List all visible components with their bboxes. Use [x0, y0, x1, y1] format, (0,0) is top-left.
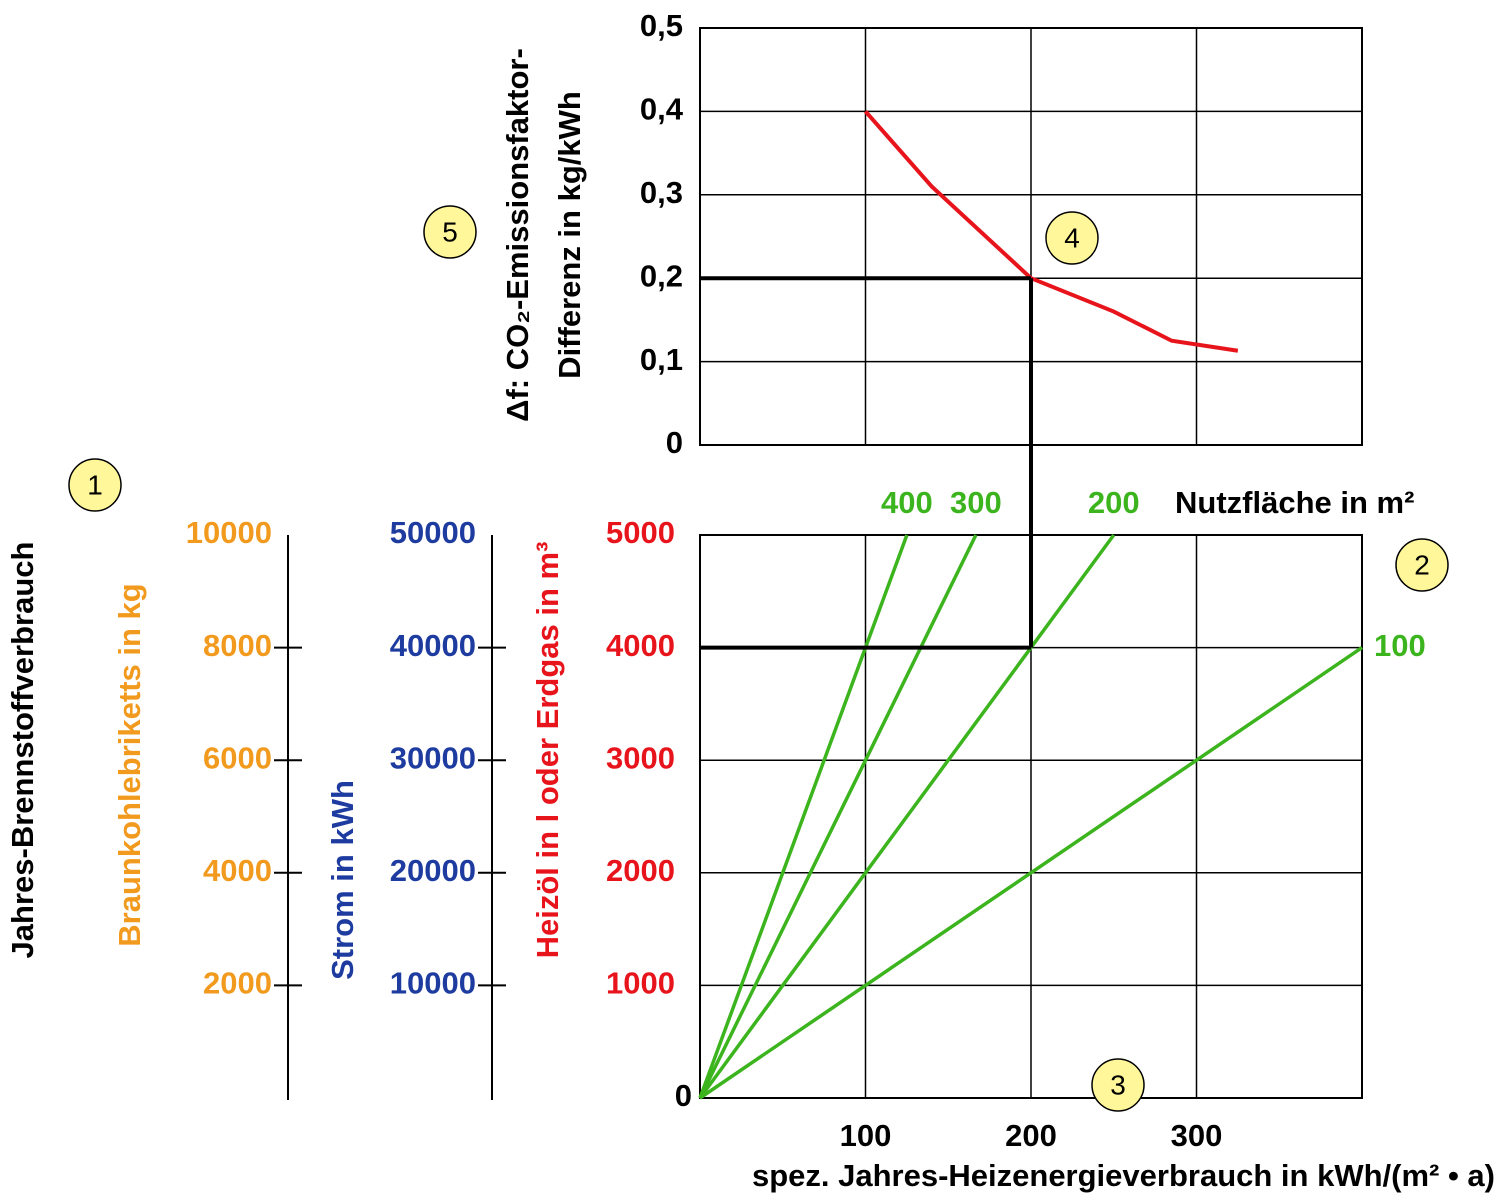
y-tick-label: 0,5 [640, 8, 683, 43]
area-line [698, 533, 1116, 1100]
y-tick-label: 0,1 [640, 342, 683, 377]
y-tick-label: 30000 [390, 740, 476, 775]
y-tick-label: 10000 [186, 515, 272, 550]
y-tick-label: 0 [666, 425, 683, 460]
callout [1045, 211, 1099, 265]
y-tick-label: 5000 [606, 515, 675, 550]
area-line [698, 534, 909, 1099]
y-tick-label: 8000 [203, 628, 272, 663]
area-line [698, 534, 978, 1099]
legend-label: 100 [1374, 628, 1426, 663]
y-tick-label: 2000 [203, 966, 272, 1001]
y-tick-label: 0 [675, 1078, 692, 1113]
y-tick-label: 0,3 [640, 175, 683, 210]
y-axis-label: Strom in kWh [325, 780, 360, 980]
area-line [699, 646, 1363, 1100]
y-tick-label: 20000 [390, 853, 476, 888]
callout-label: 4 [1064, 222, 1080, 253]
x-tick-label: 100 [840, 1118, 892, 1153]
y-tick-label: 2000 [606, 853, 675, 888]
y-tick-label: 3000 [606, 740, 675, 775]
x-axis-label: spez. Jahres-Heizenergieverbrauch in kWh… [752, 1158, 1495, 1193]
callout [1395, 538, 1449, 592]
y-tick-label: 10000 [390, 966, 476, 1001]
callout-label: 1 [87, 469, 103, 500]
callout-label: 3 [1110, 1069, 1126, 1100]
y-tick-label: 1000 [606, 966, 675, 1001]
y-tick-label: 50000 [390, 515, 476, 550]
x-tick-label: 200 [1005, 1118, 1057, 1153]
legend-label: 400 [881, 485, 933, 520]
y-tick-label: 0,4 [640, 92, 684, 127]
y-tick-label: 4000 [203, 853, 272, 888]
callout [423, 205, 477, 259]
callout [68, 458, 122, 512]
y-tick-label: 6000 [203, 740, 272, 775]
curve [864, 110, 1239, 353]
callout-label: 2 [1414, 549, 1430, 580]
y-tick-label: 4000 [606, 628, 675, 663]
x-tick-label: 300 [1171, 1118, 1223, 1153]
y-axis-label: Braunkohlebriketts in kg [112, 583, 147, 946]
y-axis-label: Δf: CO₂-Emissionsfaktor- [500, 48, 535, 422]
legend-title: Nutzfläche in m² [1175, 485, 1414, 520]
legend-label: 200 [1088, 485, 1140, 520]
y-axis-label: Differenz in kg/kWh [552, 91, 587, 379]
y-axis-label: Heizöl in l oder Erdgas in m³ [530, 542, 565, 959]
callout [1091, 1058, 1145, 1112]
callout-label: 5 [442, 216, 458, 247]
chart-title: Jahres-Brennstoffverbrauch [5, 542, 40, 959]
y-tick-label: 40000 [390, 628, 476, 663]
legend-label: 300 [950, 485, 1002, 520]
y-tick-label: 0,2 [640, 258, 683, 293]
